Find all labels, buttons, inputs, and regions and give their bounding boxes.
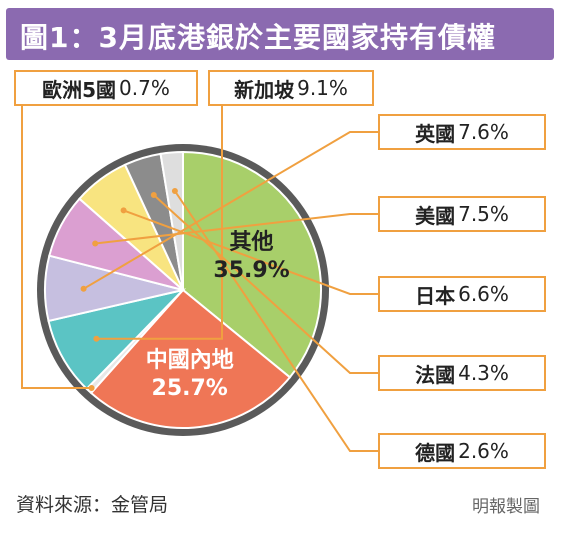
slice-name-2: 中國內地 [145,348,234,374]
inner-label-2: 中國內地 25.7% [130,347,250,403]
slice-value-9: 2.6% [458,439,509,463]
slice-value-6: 7.5% [458,202,509,226]
callout-5: 英國 7.6% [378,114,546,150]
leader-dot-3 [88,385,95,391]
slice-value-4: 9.1% [297,76,348,100]
slice-name-8: 法國 [415,362,456,387]
leader-dot-7 [120,207,127,214]
slice-name-1: 其他 [229,230,274,256]
leader-line-4 [96,106,223,340]
leader-line-9 [174,190,378,452]
leader-line-7 [123,209,378,295]
chart-title: 圖1：3月底港銀於主要國家持有債權 [20,21,496,54]
pie-slice-2 [89,288,292,429]
slice-value-7: 6.6% [458,282,509,306]
inner-label-1: 其他 35.9% [192,229,312,285]
leader-dot-6 [92,240,99,247]
slice-value-8: 4.3% [458,361,509,385]
callout-6: 美國 7.5% [378,196,546,232]
leader-line-5 [83,131,378,290]
credit-note: 明報製圖 [472,497,540,517]
slice-name-4: 新加坡 [234,77,295,102]
slice-value-3: 0.7% [119,76,170,100]
leader-line-3 [21,106,92,389]
slice-name-5: 英國 [415,121,456,146]
leader-dot-8 [150,192,157,198]
source-note: 資料來源：金管局 [16,494,169,516]
leader-dot-9 [171,188,178,194]
pie-slice-9 [159,150,184,291]
title-banner: 圖1：3月底港銀於主要國家持有債權 [6,8,554,60]
slice-value-2: 25.7% [151,376,228,402]
slice-value-1: 35.9% [213,258,290,284]
callout-9: 德國 2.6% [378,433,546,469]
leader-line-8 [153,194,378,374]
slice-name-3: 歐洲5國 [42,77,117,102]
leader-dot-4 [93,335,100,342]
slice-name-6: 美國 [415,203,456,228]
callout-4: 新加坡 9.1% [208,70,374,106]
slice-name-9: 德國 [415,440,456,465]
callout-7: 日本 6.6% [378,276,546,312]
leader-dot-5 [80,285,87,292]
slice-value-5: 7.6% [458,120,509,144]
callout-8: 法國 4.3% [378,355,546,391]
callout-3: 歐洲5國 0.7% [14,70,198,106]
slice-name-7: 日本 [415,283,456,308]
leader-line-6 [95,213,378,245]
